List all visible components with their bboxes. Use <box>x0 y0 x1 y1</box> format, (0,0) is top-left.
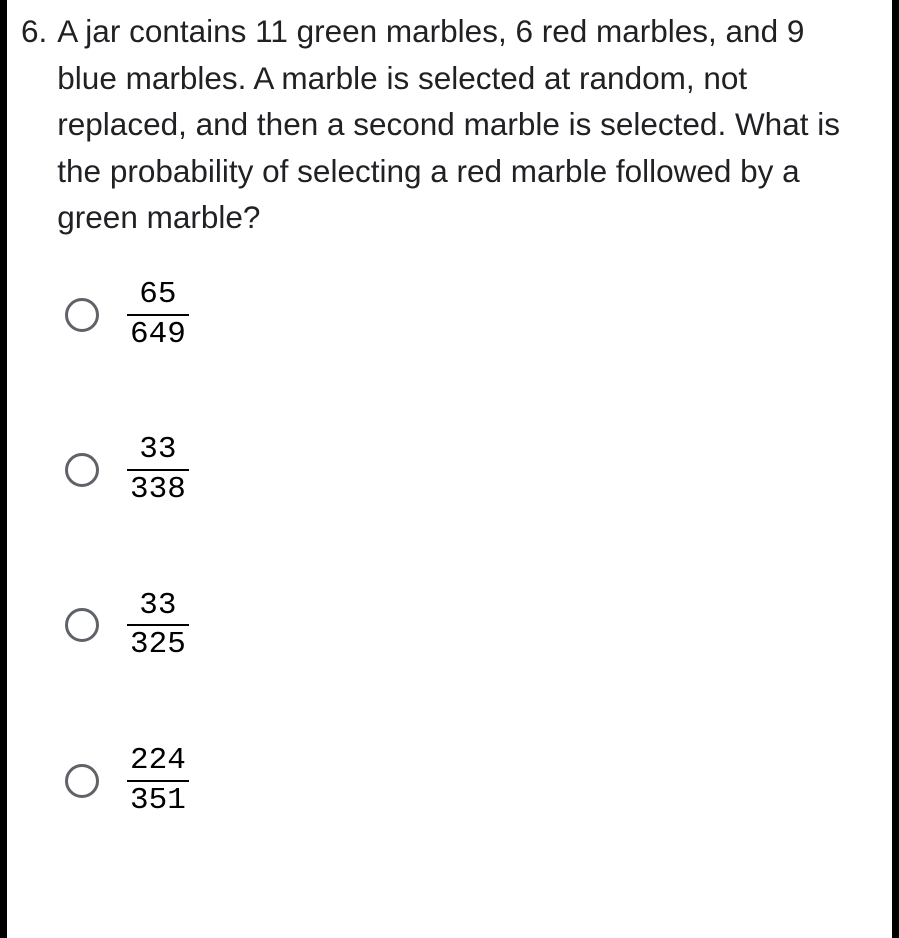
option-row-0[interactable]: 65 649 <box>65 277 892 352</box>
option-fraction-3: 224 351 <box>127 743 189 818</box>
question-number: 6. <box>21 8 47 241</box>
radio-icon[interactable] <box>65 608 99 642</box>
fraction-denominator: 351 <box>127 780 189 819</box>
option-fraction-1: 33 338 <box>127 432 189 507</box>
option-row-3[interactable]: 224 351 <box>65 743 892 818</box>
fraction-numerator: 65 <box>136 277 179 314</box>
option-fraction-0: 65 649 <box>127 277 189 352</box>
fraction-numerator: 224 <box>127 743 189 780</box>
radio-icon[interactable] <box>65 298 99 332</box>
question-row: 6. A jar contains 11 green marbles, 6 re… <box>7 8 892 241</box>
question-text: A jar contains 11 green marbles, 6 red m… <box>57 8 872 241</box>
options-container: 65 649 33 338 33 325 224 351 <box>7 277 892 818</box>
option-fraction-2: 33 325 <box>127 588 189 663</box>
fraction-numerator: 33 <box>136 588 179 625</box>
fraction-denominator: 649 <box>127 314 189 353</box>
fraction-denominator: 325 <box>127 624 189 663</box>
fraction-numerator: 33 <box>136 432 179 469</box>
option-row-1[interactable]: 33 338 <box>65 432 892 507</box>
question-panel: 6. A jar contains 11 green marbles, 6 re… <box>7 0 892 938</box>
option-row-2[interactable]: 33 325 <box>65 588 892 663</box>
radio-icon[interactable] <box>65 764 99 798</box>
radio-icon[interactable] <box>65 453 99 487</box>
fraction-denominator: 338 <box>127 469 189 508</box>
